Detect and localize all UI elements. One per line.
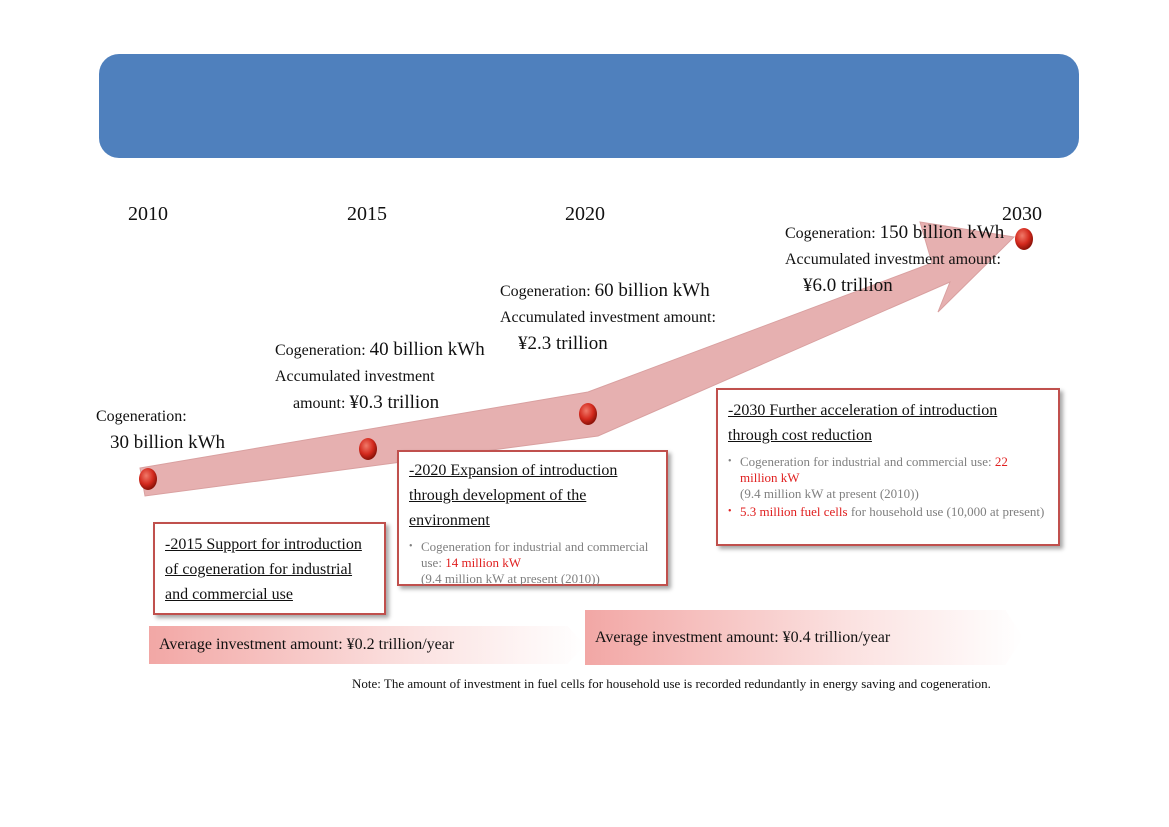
cogen-label: Cogeneration:	[785, 225, 876, 242]
bullet-highlight: 14 million kW	[445, 555, 522, 570]
cogen-value: 150 billion kWh	[879, 222, 1005, 243]
investment-band-2010-2020: Average investment amount: ¥0.2 trillion…	[149, 626, 585, 664]
milestone-dot-2020	[579, 403, 597, 425]
cogen-label: Cogeneration:	[500, 283, 591, 300]
box-2020-bullets: Cogeneration for industrial and commerci…	[409, 539, 656, 587]
year-2015: 2015	[347, 203, 387, 225]
cogen-value: 60 billion kWh	[594, 280, 710, 301]
footnote: Note: The amount of investment in fuel c…	[352, 676, 991, 691]
milestone-dot-2030	[1015, 228, 1033, 250]
milestone-label-2010: Cogeneration: 30 billion kWh	[96, 404, 225, 456]
milestone-label-2015: Cogeneration: 40 billion kWh Accumulated…	[275, 337, 485, 417]
box-2030-bullets: Cogeneration for industrial and commerci…	[728, 454, 1048, 520]
cogen-label: Cogeneration:	[96, 408, 187, 425]
milestone-label-2020: Cogeneration: 60 billion kWh Accumulated…	[500, 278, 716, 357]
cogen-label: Cogeneration:	[275, 342, 366, 359]
year-2030: 2030	[1002, 203, 1042, 225]
box-2015: -2015 Support for introduction of cogene…	[153, 522, 386, 615]
investment-label: Accumulated investment	[275, 368, 435, 385]
investment-value: ¥2.3 trillion	[518, 333, 608, 354]
box-2030-title: -2030 Further acceleration of introducti…	[728, 402, 998, 444]
band-label: Average investment amount: ¥0.4 trillion…	[595, 629, 891, 646]
box-2030: -2030 Further acceleration of introducti…	[716, 388, 1060, 546]
milestone-dot-2010	[139, 468, 157, 490]
list-item: 5.3 million fuel cells for household use…	[728, 504, 1048, 520]
bullet-subtext: (9.4 million kW at present (2010))	[740, 486, 919, 501]
bullet-highlight: 5.3 million fuel cells	[740, 504, 848, 519]
investment-prefix: amount:	[293, 395, 346, 412]
box-2015-title: -2015 Support for introduction of cogene…	[165, 536, 362, 603]
bullet-highlight: 22 million kW	[740, 454, 1008, 485]
investment-band-2020-2030: Average investment amount: ¥0.4 trillion…	[585, 610, 1023, 665]
bullet-text: for household use (10,000 at present)	[847, 504, 1045, 519]
cogen-value: 30 billion kWh	[110, 432, 226, 453]
header-banner	[99, 54, 1079, 158]
investment-value: ¥6.0 trillion	[803, 275, 893, 296]
year-2020: 2020	[565, 203, 605, 225]
list-item: Cogeneration for industrial and commerci…	[728, 454, 1048, 502]
bullet-text: Cogeneration for industrial and commerci…	[421, 539, 649, 570]
milestone-label-2030: Cogeneration: 150 billion kWh Accumulate…	[785, 220, 1004, 299]
box-2020: -2020 Expansion of introduction through …	[397, 450, 668, 586]
year-2010: 2010	[128, 203, 168, 225]
arrow-shape	[139, 221, 1016, 497]
list-item: Cogeneration for industrial and commerci…	[409, 539, 656, 587]
box-2020-title: -2020 Expansion of introduction through …	[409, 462, 618, 529]
investment-label: Accumulated investment amount:	[785, 251, 1001, 268]
milestone-dot-2015	[359, 438, 377, 460]
cogen-value: 40 billion kWh	[369, 339, 485, 360]
investment-label: Accumulated investment amount:	[500, 309, 716, 326]
bullet-text: Cogeneration for industrial and commerci…	[740, 454, 995, 469]
band-label: Average investment amount: ¥0.2 trillion…	[159, 636, 455, 653]
bullet-subtext: (9.4 million kW at present (2010))	[421, 571, 600, 586]
investment-value: ¥0.3 trillion	[349, 392, 440, 413]
